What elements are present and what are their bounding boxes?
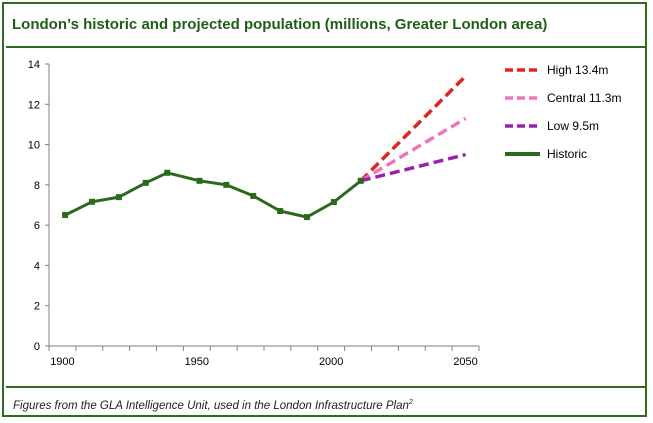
legend-label-central-11-3m: Central 11.3m	[547, 91, 621, 105]
legend-label-high-13-4m: High 13.4m	[547, 63, 608, 77]
x-tick-label: 1900	[50, 356, 74, 368]
x-tick-label: 2000	[319, 356, 343, 368]
data-point-historic	[330, 198, 337, 205]
y-tick-label: 8	[34, 180, 40, 192]
data-point-historic	[115, 194, 122, 201]
y-tick-label: 10	[28, 140, 40, 152]
population-line-chart: 0 2 4 6 8 10 12 14 1900 1950 2000 2050 High 13.4m Cen…	[28, 59, 622, 368]
series-line-historic	[64, 171, 362, 219]
chart-area: 0 2 4 6 8 10 12 14 1900 1950 2000 2050 High 13.4m Cen…	[6, 46, 645, 388]
y-tick-label: 2	[34, 301, 40, 313]
chart-frame: London’s historic and projected populati…	[2, 2, 647, 417]
data-point-historic	[277, 208, 284, 215]
chart-caption: Figures from the GLA Intelligence Unit, …	[13, 399, 413, 412]
data-point-historic	[164, 169, 171, 176]
data-point-historic	[62, 212, 69, 219]
data-point-historic	[357, 177, 364, 184]
series-line-central-11-3m	[359, 116, 467, 183]
y-tick-label: 14	[28, 59, 40, 71]
y-tick-label: 6	[34, 220, 40, 232]
data-point-historic	[223, 181, 230, 188]
series-line-high-13-4m	[359, 74, 467, 183]
legend-label-low-9-5m: Low 9.5m	[547, 119, 599, 133]
series-line-low-9-5m	[360, 152, 467, 183]
y-tick-label: 0	[34, 341, 40, 353]
caption-text: Figures from the GLA Intelligence Unit, …	[13, 399, 409, 412]
x-tick-label: 1950	[185, 356, 209, 368]
data-point-historic	[304, 214, 310, 221]
caption-footnote-mark: 2	[408, 399, 413, 406]
legend-label-historic: Historic	[547, 147, 587, 161]
data-point-historic	[196, 177, 203, 184]
data-point-historic	[250, 192, 257, 199]
y-tick-label: 4	[34, 260, 40, 272]
data-point-historic	[142, 179, 149, 186]
x-tick-label: 2050	[453, 356, 477, 368]
chart-title: London’s historic and projected populati…	[12, 16, 548, 33]
y-tick-label: 12	[28, 99, 40, 111]
data-point-historic	[89, 198, 95, 205]
